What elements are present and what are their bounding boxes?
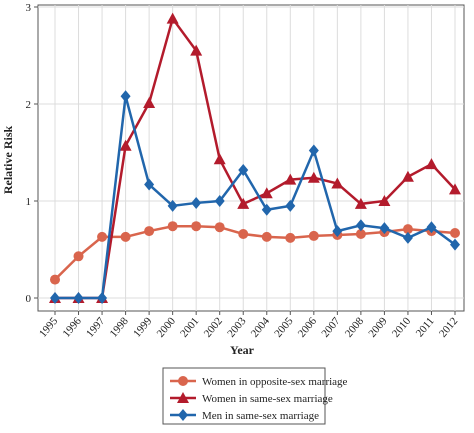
- x-tick-label: 2010: [390, 315, 414, 340]
- y-tick-label: 3: [26, 2, 32, 14]
- marker: [378, 195, 391, 206]
- series-line: [54, 224, 456, 281]
- marker: [355, 228, 366, 239]
- marker: [261, 231, 272, 242]
- x-tick-label: 2002: [202, 315, 225, 340]
- marker: [355, 219, 366, 232]
- marker: [425, 158, 438, 170]
- legend-label: Women in opposite-sex marriage: [202, 376, 348, 388]
- x-axis-label: Year: [230, 343, 255, 357]
- marker: [260, 187, 273, 199]
- legend-marker: [178, 376, 188, 386]
- marker: [379, 222, 390, 235]
- marker: [307, 171, 320, 183]
- marker: [191, 196, 202, 209]
- marker: [238, 228, 249, 239]
- marker: [426, 221, 437, 234]
- marker: [285, 232, 296, 243]
- x-tick-label: 2012: [437, 315, 460, 340]
- x-tick-label: 2005: [272, 315, 296, 340]
- x-tick-label: 2009: [366, 315, 390, 340]
- series-line: [55, 15, 456, 300]
- x-tick-label: 2006: [296, 315, 320, 340]
- marker: [120, 90, 131, 103]
- x-tick-label: 1999: [131, 315, 155, 340]
- legend-label: Women in same-sex marriage: [202, 393, 333, 405]
- marker: [190, 44, 203, 56]
- marker: [214, 195, 225, 207]
- x-tick-label: 2003: [225, 315, 249, 340]
- marker: [167, 221, 178, 232]
- plot-frame: [37, 4, 465, 312]
- marker: [238, 163, 249, 176]
- x-tick-label: 2011: [414, 315, 437, 339]
- marker: [97, 231, 108, 242]
- y-axis-label: Relative Risk: [1, 126, 15, 195]
- marker: [97, 292, 108, 304]
- y-tick-label: 1: [26, 196, 32, 208]
- marker: [214, 222, 225, 233]
- marker: [213, 153, 226, 165]
- marker: [119, 139, 132, 151]
- marker: [191, 221, 202, 232]
- marker: [308, 230, 319, 241]
- marker: [237, 197, 250, 209]
- x-tick-label: 2001: [178, 315, 201, 340]
- marker: [167, 199, 178, 212]
- x-tick-label: 2004: [249, 315, 273, 340]
- y-tick-label: 2: [26, 99, 32, 111]
- marker: [261, 203, 272, 216]
- marker: [50, 292, 60, 304]
- x-tick-label: 1996: [60, 315, 84, 340]
- marker: [449, 183, 461, 195]
- x-tick-label: 2000: [155, 315, 179, 340]
- series-line: [55, 95, 456, 300]
- marker: [285, 199, 296, 212]
- x-tick-label: 1998: [108, 315, 132, 340]
- legend-marker: [177, 392, 189, 403]
- marker: [331, 177, 344, 189]
- marker: [450, 238, 460, 251]
- marker: [402, 231, 413, 244]
- marker: [450, 228, 460, 239]
- x-tick-label: 1995: [37, 315, 61, 340]
- marker: [73, 292, 84, 304]
- y-tick-label: 0: [26, 293, 32, 305]
- marker: [73, 251, 84, 262]
- marker: [401, 170, 414, 182]
- x-tick-label: 2008: [343, 315, 367, 340]
- marker: [50, 274, 60, 285]
- marker: [144, 226, 155, 237]
- marker: [354, 197, 367, 209]
- marker: [308, 144, 319, 157]
- marker: [143, 97, 156, 109]
- marker: [144, 178, 155, 191]
- marker: [284, 173, 297, 185]
- x-tick-label: 1997: [84, 315, 108, 340]
- x-tick-label: 2007: [319, 315, 343, 340]
- legend-marker: [178, 409, 188, 421]
- marker: [120, 231, 131, 242]
- legend-label: Men in same-sex marriage: [202, 410, 319, 422]
- marker: [332, 225, 343, 238]
- marker: [166, 12, 179, 24]
- marker: [402, 224, 413, 235]
